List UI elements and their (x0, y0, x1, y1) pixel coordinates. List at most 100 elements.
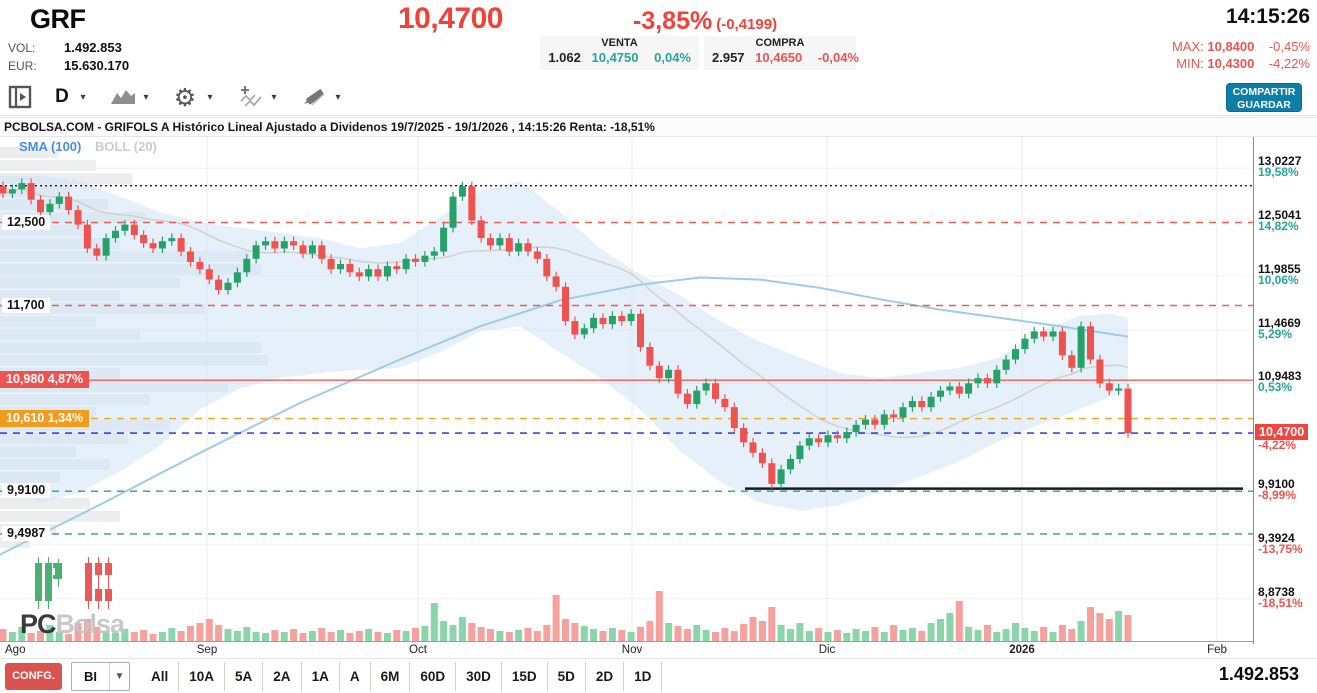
bid-qty: 1.062 (548, 50, 581, 65)
watermark-bolsa: Bolsa (55, 609, 126, 639)
month-label: Dic (818, 644, 836, 656)
right-axis-tick: 11,4669 5,29% (1258, 316, 1301, 341)
interval-button[interactable]: D (55, 86, 69, 107)
range-button-2d[interactable]: 2D (586, 662, 625, 691)
ask-title: COMPRA (755, 37, 805, 49)
chart-type-button[interactable] (108, 80, 138, 114)
right-axis-tick: 11,9855 10,06% (1258, 262, 1301, 287)
price-level-label[interactable]: 10,980 4,87% (0, 371, 90, 388)
range-button-5d[interactable]: 5D (548, 662, 586, 691)
mountain-chart-icon (111, 90, 135, 104)
price-level-label[interactable]: 11,700 (2, 298, 50, 313)
time-axis[interactable]: Ago Sep Oct Nov Dic 2026 Feb (0, 644, 1317, 658)
month-label: Feb (1207, 644, 1227, 656)
range-button-30d[interactable]: 30D (456, 662, 502, 691)
sma-legend-label[interactable]: SMA (100) (19, 139, 82, 154)
bid-price: 10,4750 (591, 50, 639, 65)
last-price: 10,4700 (398, 2, 503, 35)
draw-tools-button[interactable] (298, 80, 330, 114)
ask-price: 10,4650 (755, 50, 803, 65)
add-indicator-icon (240, 86, 262, 107)
price-chart[interactable]: SMA (100) BOLL (20) PCBolsa 12,500 11,700… (0, 137, 1317, 644)
month-label: Sep (196, 644, 218, 656)
current-price-badge: 10,4700 (1255, 424, 1309, 440)
current-price-pct: -4,22% (1258, 438, 1297, 452)
right-price-axis[interactable]: 13,0227 19,58% 12,5041 14,82% 11,9855 10,06% 1… (1255, 137, 1317, 644)
max-min-info: MAX: 10,8400 -0,45% MIN: 10,4300 -4,22% (1172, 38, 1310, 72)
quote-time: 14:15:26 (1225, 5, 1310, 28)
volume-info: VOL: 1.492.853 EUR: 15.630.170 (8, 39, 129, 75)
month-label: Nov (621, 644, 643, 656)
boll-legend-label[interactable]: BOLL (20) (95, 139, 157, 154)
price-level-label[interactable]: 9,4987 (2, 526, 51, 541)
right-axis-tick: 8,8738 -18,51% (1258, 585, 1303, 610)
vol-label: VOL: (8, 41, 36, 55)
ask-pct: -0,04% (817, 50, 859, 65)
max-label: MAX: (1171, 39, 1204, 54)
settings-caret-icon[interactable]: ▾ (207, 91, 213, 103)
max-pct: -0,45% (1268, 39, 1310, 54)
vol-value: 1.492.853 (64, 40, 122, 55)
month-label: Oct (409, 644, 427, 656)
add-indicator-caret-icon[interactable]: ▾ (271, 91, 277, 103)
right-axis-tick: 9,9100 -8,99% (1258, 477, 1297, 502)
bid-pct: 0,04% (654, 50, 691, 65)
interval-select[interactable]: BI ▼ (71, 662, 130, 691)
right-axis-tick: 9,3924 -13,75% (1258, 531, 1303, 556)
max-value: 10,8400 (1207, 39, 1255, 54)
range-button-a[interactable]: A (340, 662, 371, 691)
range-button-5a[interactable]: 5A (225, 662, 264, 691)
settings-gear-icon[interactable]: ⚙ (173, 82, 197, 112)
quote-header: GRF 10,4700 -3,85% (-0,4199) 14:15:26 VOL… (0, 0, 1317, 80)
min-value: 10,4300 (1207, 56, 1255, 71)
bid-box: VENTA 1.062 10,4750 0,04% (540, 36, 699, 70)
candlestick-plot (0, 137, 1254, 644)
price-change: -3,85% (-0,4199) (633, 7, 777, 36)
save-label: GUARDAR (1237, 99, 1291, 111)
price-level-label[interactable]: 9,9100 (2, 483, 51, 498)
confg-button[interactable]: CONFG. (5, 663, 62, 690)
bottom-toolbar: CONFG. BI ▼ All 10A 5A 2A 1A A 6M 60D 30D 15D 5D 2D… (0, 658, 1317, 693)
range-button-2a[interactable]: 2A (263, 662, 302, 691)
ticker-symbol: GRF (30, 4, 86, 34)
chart-title-bar: PCBOLSA.COM - GRIFOLS A Histórico Lineal… (0, 117, 1317, 137)
min-label: MIN: (1176, 56, 1204, 71)
add-indicator-button[interactable] (237, 80, 267, 114)
interval-select-value: BI (84, 669, 97, 684)
range-button-60d[interactable]: 60D (410, 662, 457, 691)
panel-toggle-icon (8, 85, 32, 109)
range-button-10a[interactable]: 10A (179, 662, 226, 691)
bid-title: VENTA (601, 37, 638, 49)
right-axis-tick: 13,0227 19,58% (1258, 154, 1302, 179)
range-button-6m[interactable]: 6M (371, 662, 411, 691)
chart-type-caret-icon[interactable]: ▾ (143, 91, 149, 103)
chart-toolbar: D ▾ ▾ ⚙ ▾ ▾ ▾ CO (0, 80, 1317, 116)
range-button-all[interactable]: All (141, 662, 180, 691)
range-buttons: All 10A 5A 2A 1A A 6M 60D 30D 15D 5D 2D 1D (141, 662, 663, 691)
right-axis-tick: 10,9483 0,53% (1258, 369, 1302, 394)
watermark-pc: PC (20, 609, 57, 639)
month-label: 2026 (1009, 644, 1035, 656)
share-save-button[interactable]: COMPARTIR GUARDAR (1226, 83, 1302, 112)
right-axis-tick: 12,5041 14,82% (1258, 208, 1302, 233)
interval-select-caret-icon: ▼ (109, 663, 129, 690)
eur-value: 15.630.170 (64, 58, 130, 73)
month-label: Ago (5, 644, 26, 656)
eur-label: EUR: (8, 59, 37, 73)
pcbolsa-logo-candles (35, 557, 112, 609)
pencil-icon (304, 89, 325, 106)
interval-caret-icon[interactable]: ▾ (80, 91, 86, 103)
min-pct: -4,22% (1268, 56, 1310, 71)
price-level-label[interactable]: 12,500 (2, 215, 51, 230)
panel-toggle-button[interactable] (7, 80, 33, 114)
price-level-label[interactable]: 10,610 1,34% (0, 410, 90, 427)
pcbolsa-watermark: PCBolsa (20, 609, 126, 640)
session-volume: 1.492.853 (1218, 664, 1299, 684)
range-button-15d[interactable]: 15D (502, 662, 548, 691)
range-button-1a[interactable]: 1A (302, 662, 340, 691)
change-absolute: (-0,4199) (716, 16, 778, 33)
indicator-legend: SMA (100) BOLL (20) (19, 139, 157, 154)
draw-tools-caret-icon[interactable]: ▾ (335, 91, 341, 103)
range-button-1d[interactable]: 1D (624, 662, 663, 691)
